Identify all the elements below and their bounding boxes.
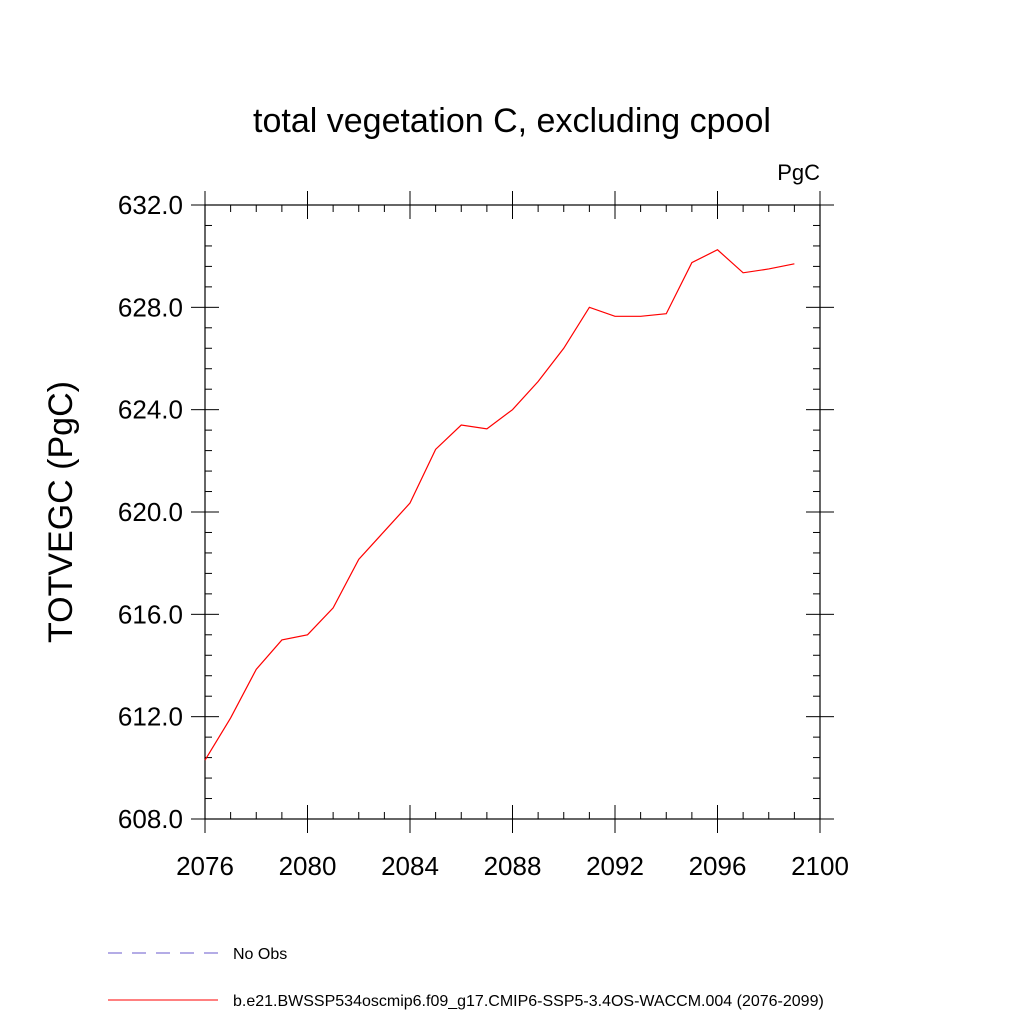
y-axis-label: TOTVEGC (PgC) bbox=[42, 381, 80, 643]
x-tick-label: 2084 bbox=[381, 851, 439, 881]
axis-ticks bbox=[191, 191, 834, 833]
chart-title: total vegetation C, excluding cpool bbox=[253, 102, 771, 140]
x-tick-label: 2100 bbox=[791, 851, 849, 881]
y-tick-label: 628.0 bbox=[118, 292, 183, 322]
legend-label: b.e21.BWSSP534oscmip6.f09_g17.CMIP6-SSP5… bbox=[233, 993, 824, 1010]
x-tick-label: 2076 bbox=[176, 851, 234, 881]
series-line bbox=[204, 249, 795, 761]
x-tick-label: 2092 bbox=[586, 851, 644, 881]
x-tick-label: 2080 bbox=[279, 851, 337, 881]
y-tick-label: 620.0 bbox=[118, 497, 183, 527]
x-tick-label: 2088 bbox=[484, 851, 542, 881]
y-tick-label: 616.0 bbox=[118, 599, 183, 629]
legend: No Obs b.e21.BWSSP534oscmip6.f09_g17.CMIP… bbox=[108, 946, 824, 1010]
y-tick-label: 612.0 bbox=[118, 702, 183, 732]
y-tick-label: 624.0 bbox=[118, 395, 183, 425]
y-tick-label: 608.0 bbox=[118, 804, 183, 834]
plot-frame bbox=[204, 204, 821, 820]
units-label: PgC bbox=[777, 160, 820, 185]
series-layer bbox=[204, 249, 795, 761]
y-tick-label: 632.0 bbox=[118, 190, 183, 220]
x-tick-label: 2096 bbox=[689, 851, 747, 881]
axis-tick-labels: 2076 2080 2084 2088 2092 2096 2100 608.0 612.0 61… bbox=[118, 190, 849, 881]
legend-label: No Obs bbox=[233, 946, 287, 963]
